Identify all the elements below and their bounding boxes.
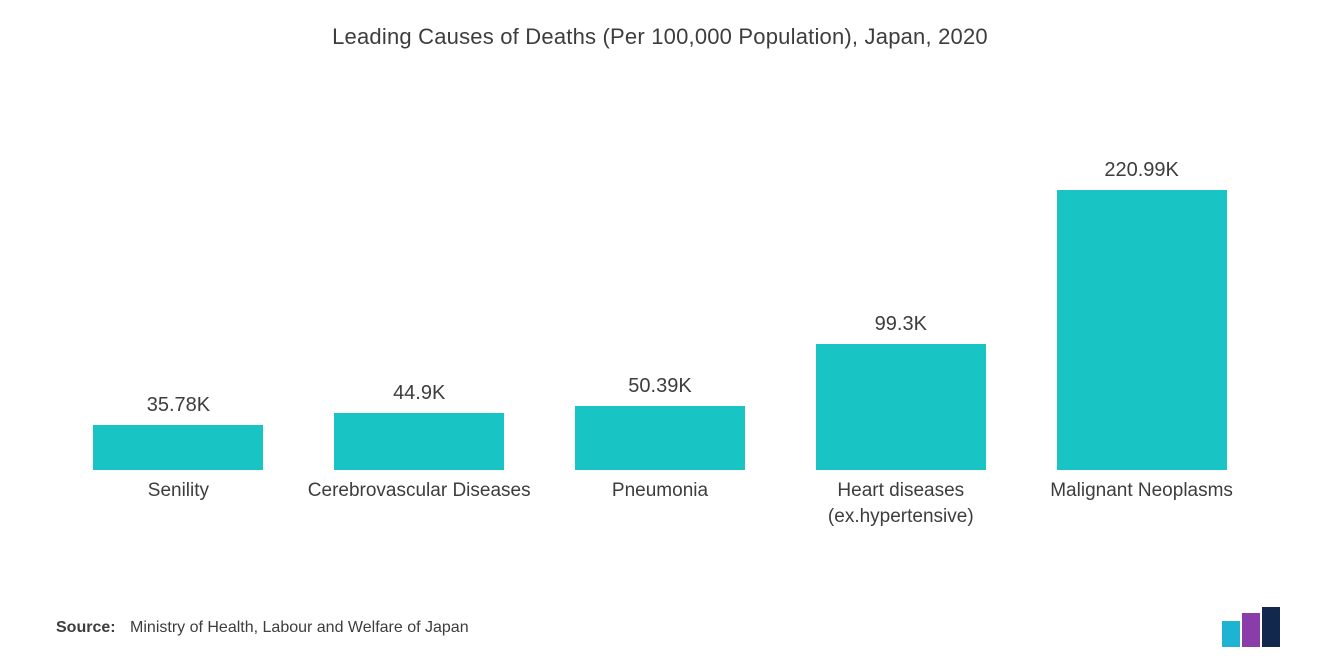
bar-value-label: 220.99K <box>1104 159 1179 182</box>
chart-plot-area: 35.78K 44.9K 50.39K 99.3K 220.99K <box>58 90 1262 470</box>
source-line: Source: Ministry of Health, Labour and W… <box>56 619 469 637</box>
x-axis-labels: Senility Cerebrovascular Diseases Pneumo… <box>58 478 1262 529</box>
bar-rect <box>93 425 263 470</box>
bar-slot: 44.9K <box>299 90 540 470</box>
chart-title: Leading Causes of Deaths (Per 100,000 Po… <box>40 0 1280 50</box>
x-label: Malignant Neoplasms <box>1021 478 1262 529</box>
x-label: Heart diseases (ex.hypertensive) <box>780 478 1021 529</box>
source-text: Ministry of Health, Labour and Welfare o… <box>130 619 469 636</box>
bar-value-label: 50.39K <box>628 375 691 398</box>
bar-slot: 220.99K <box>1021 90 1262 470</box>
bar-rect <box>334 413 504 470</box>
bar-value-label: 99.3K <box>875 313 927 336</box>
source-label: Source: <box>56 619 116 636</box>
bar-rect <box>816 344 986 470</box>
bars-row: 35.78K 44.9K 50.39K 99.3K 220.99K <box>58 90 1262 470</box>
x-label: Senility <box>58 478 299 529</box>
x-label: Cerebrovascular Diseases <box>299 478 540 529</box>
logo-svg <box>1222 607 1282 647</box>
bar-slot: 35.78K <box>58 90 299 470</box>
bar-rect <box>1057 190 1227 470</box>
brand-logo-icon <box>1222 607 1282 647</box>
bar-value-label: 35.78K <box>147 394 210 417</box>
bar-value-label: 44.9K <box>393 382 445 405</box>
bar-rect <box>575 406 745 470</box>
bar-slot: 99.3K <box>780 90 1021 470</box>
x-label: Pneumonia <box>540 478 781 529</box>
bar-slot: 50.39K <box>540 90 781 470</box>
chart-container: Leading Causes of Deaths (Per 100,000 Po… <box>0 0 1320 665</box>
